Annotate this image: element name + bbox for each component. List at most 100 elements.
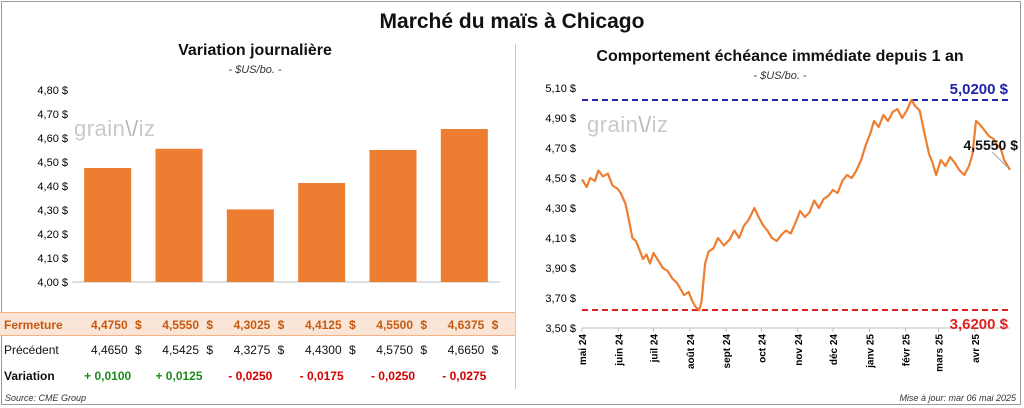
close-cell: 4,4750 $ bbox=[78, 318, 142, 332]
previous-row-label: Précédent bbox=[4, 343, 59, 357]
close-row: Fermeture 4,4750 $4,5550 $ 4,3025 $4,4125 $4,… bbox=[0, 312, 515, 336]
right-chart-unit: - $US/bo. - bbox=[753, 70, 807, 82]
previous-cell: 4,4300 $ bbox=[292, 343, 356, 357]
currency-symbol: $ bbox=[491, 318, 499, 332]
y-tick-label: 3,70 $ bbox=[545, 293, 576, 305]
page-title: Marché du maïs à Chicago bbox=[379, 10, 645, 33]
variation-cell: - 0,0250 bbox=[370, 369, 416, 383]
y-tick-label: 5,10 $ bbox=[545, 83, 576, 95]
y-tick-label: 4,70 $ bbox=[37, 109, 68, 121]
close-value: 4,6375 bbox=[447, 318, 485, 332]
line-chart: 3,50 $ 3,70 $ 3,90 $ 4,10 $ 4,30 $ 4,50 $ 4,70… bbox=[545, 81, 1019, 372]
previous-value: 4,5750 bbox=[376, 343, 413, 357]
x-tick-label: juil 24 bbox=[650, 334, 661, 364]
bar-chart: 4,00 $ 4,10 $ 4,20 $ 4,30 $ 4,40 $ 4,50 $ 4,60… bbox=[37, 85, 500, 289]
x-tick-label: oct 24 bbox=[757, 334, 768, 363]
close-value: 4,3025 bbox=[233, 318, 271, 332]
previous-cell: 4,5750 $ bbox=[363, 343, 427, 357]
close-row-label: Fermeture bbox=[4, 318, 63, 332]
y-tick-label: 4,60 $ bbox=[37, 133, 68, 145]
y-tick-label: 4,80 $ bbox=[37, 85, 68, 97]
currency-symbol: $ bbox=[491, 343, 499, 357]
last-value-label: 4,5550 $ bbox=[964, 137, 1019, 153]
bar bbox=[440, 129, 488, 282]
x-tick-label: janv 25 bbox=[865, 334, 876, 369]
y-tick-label: 4,90 $ bbox=[545, 113, 576, 125]
close-cell: 4,3025 $ bbox=[220, 318, 285, 332]
chart-divider bbox=[515, 44, 516, 389]
y-tick-label: 4,50 $ bbox=[37, 157, 68, 169]
x-tick-label: mai 24 bbox=[578, 334, 589, 366]
y-tick-label: 4,40 $ bbox=[37, 181, 68, 193]
variation-row: Variation + 0,0100 + 0,0125 - 0,0250 - 0,01… bbox=[0, 364, 515, 388]
x-tick-label: nov 24 bbox=[794, 334, 805, 366]
currency-symbol: $ bbox=[348, 318, 356, 332]
y-tick-label: 4,30 $ bbox=[545, 203, 576, 215]
y-tick-label: 4,10 $ bbox=[545, 233, 576, 245]
close-cell: 4,5550 $ bbox=[149, 318, 213, 332]
last-value-leader bbox=[991, 151, 1009, 169]
variation-cell: - 0,0175 bbox=[299, 369, 344, 383]
bar bbox=[369, 150, 417, 282]
close-value: 4,5500 bbox=[376, 318, 413, 332]
variation-cell: + 0,0100 bbox=[84, 369, 132, 383]
right-watermark-logo: grain\/iz bbox=[587, 112, 669, 137]
previous-cell: 4,4650 $ bbox=[78, 343, 142, 357]
previous-value: 4,4650 bbox=[90, 343, 128, 357]
previous-row: Précédent 4,4650 $4,5425 $4,3275 $4,4300 $4,… bbox=[0, 338, 515, 362]
currency-symbol: $ bbox=[206, 318, 213, 332]
y-tick-label: 4,20 $ bbox=[37, 229, 68, 241]
bar bbox=[155, 148, 203, 282]
previous-cell: 4,3275 $ bbox=[220, 343, 285, 357]
currency-symbol: $ bbox=[420, 318, 427, 332]
close-value: 4,4125 bbox=[304, 318, 342, 332]
y-tick-label: 4,50 $ bbox=[545, 173, 576, 185]
close-cell: 4,6375 $ bbox=[434, 318, 499, 332]
x-tick-label: juin 24 bbox=[614, 334, 625, 367]
y-tick-label: 3,50 $ bbox=[545, 323, 576, 335]
variation-row-label: Variation bbox=[4, 369, 55, 383]
variation-cell: + 0,0125 bbox=[155, 369, 203, 383]
previous-cell: 4,5425 $ bbox=[149, 343, 213, 357]
bar bbox=[84, 168, 132, 282]
currency-symbol: $ bbox=[134, 318, 142, 332]
y-tick-label: 4,00 $ bbox=[37, 277, 68, 289]
x-tick-label: mars 25 bbox=[934, 334, 945, 372]
previous-value: 4,6650 bbox=[447, 343, 485, 357]
close-value: 4,4750 bbox=[90, 318, 128, 332]
bar bbox=[226, 209, 274, 282]
previous-value: 4,3275 bbox=[233, 343, 271, 357]
price-series-line bbox=[581, 98, 1011, 312]
y-tick-label: 3,90 $ bbox=[545, 263, 576, 275]
x-tick-label: févr 25 bbox=[902, 334, 913, 367]
currency-symbol: $ bbox=[348, 343, 356, 357]
update-note: Mise à jour: mar 06 mai 2025 bbox=[899, 393, 1016, 403]
bar bbox=[298, 183, 346, 282]
right-chart-title: Comportement échéance immédiate depuis 1… bbox=[596, 48, 964, 65]
y-tick-label: 4,30 $ bbox=[37, 205, 68, 217]
y-tick-label: 4,70 $ bbox=[545, 143, 576, 155]
currency-symbol: $ bbox=[420, 343, 427, 357]
close-cell: 4,4125 $ bbox=[292, 318, 356, 332]
left-chart-unit: - $US/bo. - bbox=[228, 64, 282, 76]
currency-symbol: $ bbox=[277, 318, 285, 332]
close-cell: 4,5500 $ bbox=[363, 318, 427, 332]
left-watermark-logo: grain\/iz bbox=[74, 116, 156, 141]
min-value-label: 3,6200 $ bbox=[950, 316, 1009, 333]
currency-symbol: $ bbox=[206, 343, 213, 357]
variation-cell: - 0,0275 bbox=[442, 369, 487, 383]
previous-value: 4,4300 bbox=[304, 343, 342, 357]
x-tick-label: déc 24 bbox=[829, 334, 840, 366]
x-tick-label: sept 24 bbox=[722, 334, 733, 369]
left-chart-title: Variation journalière bbox=[178, 42, 332, 59]
x-tick-label: août 24 bbox=[686, 334, 697, 369]
x-tick-label: avr 25 bbox=[971, 334, 982, 363]
variation-cell: - 0,0250 bbox=[228, 369, 273, 383]
currency-symbol: $ bbox=[277, 343, 285, 357]
source-note: Source: CME Group bbox=[5, 393, 87, 403]
previous-cell: 4,6650 $ bbox=[434, 343, 499, 357]
max-value-label: 5,0200 $ bbox=[950, 81, 1009, 98]
currency-symbol: $ bbox=[134, 343, 142, 357]
previous-value: 4,5425 bbox=[162, 343, 199, 357]
